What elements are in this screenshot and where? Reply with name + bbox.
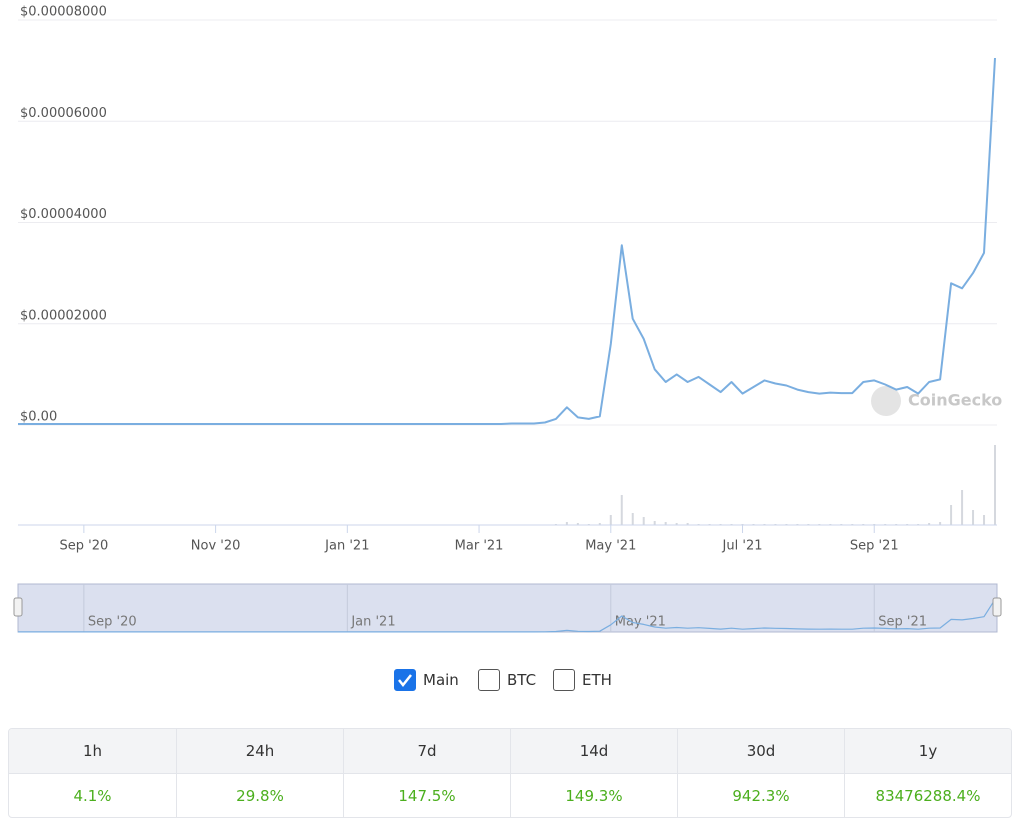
x-tick-label: Jul '21 xyxy=(722,539,763,554)
navigator xyxy=(17,583,998,633)
toggle[interactable]: Main xyxy=(394,669,459,691)
toggle-label: Main xyxy=(423,671,459,689)
table-cell: 4.1% xyxy=(73,786,112,805)
volume-bar xyxy=(983,515,986,525)
change-table: 1h 24h 7d 14d 30d 1y 4.1% 29.8% 147.5% 149.3% 942.… xyxy=(8,728,1012,818)
x-tick-label: Nov '20 xyxy=(191,539,241,554)
navigator-handle[interactable] xyxy=(992,597,1002,617)
toggle[interactable]: BTC xyxy=(478,669,536,691)
x-tick-label: May '21 xyxy=(585,539,636,554)
volume-bar xyxy=(609,515,612,525)
watermark-logo xyxy=(871,386,901,416)
chart: $0.00 $0.00002000 $0.00004000 $0.00006000 $0… xyxy=(13,5,1002,633)
volume-bar xyxy=(631,513,634,525)
volume-bar xyxy=(994,445,996,525)
checkbox[interactable] xyxy=(553,669,575,691)
y-tick-label: $0.00004000 xyxy=(20,207,107,222)
volume-bar xyxy=(928,523,931,525)
navigator-handle[interactable] xyxy=(13,597,23,617)
toggle[interactable]: ETH xyxy=(553,669,612,691)
volume-bar xyxy=(939,522,942,525)
y-tick-label: $0.00008000 xyxy=(20,5,107,20)
volume-bar xyxy=(972,510,975,525)
table-header: 1h xyxy=(9,729,176,774)
table-header: 7d xyxy=(343,729,510,774)
toggle-label: BTC xyxy=(507,671,537,689)
volume-bar xyxy=(950,505,953,525)
price-line xyxy=(18,57,996,425)
table-header: 30d xyxy=(677,729,844,774)
table-cell: 83476288.4% xyxy=(844,774,1011,817)
y-tick-label: $0.00 xyxy=(20,410,57,425)
toggle-label: ETH xyxy=(582,671,612,689)
navigator-label: Sep '20 xyxy=(88,615,137,630)
volume-bar xyxy=(620,495,623,525)
navigator-label: May '21 xyxy=(615,615,666,630)
table-header: 1y xyxy=(844,729,1011,774)
volume-bar xyxy=(961,490,964,525)
navigator-label: Sep '21 xyxy=(878,615,927,630)
navigator-line xyxy=(18,599,996,633)
x-tick-label: Sep '21 xyxy=(850,539,899,554)
x-tick-label: Jan '21 xyxy=(324,539,369,554)
table-cell: 147.5% xyxy=(343,774,510,817)
table-cell: 149.3% xyxy=(510,774,677,817)
volume-bar xyxy=(664,522,667,525)
y-tick-label: $0.00006000 xyxy=(20,106,107,121)
table-cell: 942.3% xyxy=(677,774,844,817)
volume-bar xyxy=(686,523,689,525)
check-mark xyxy=(398,674,412,688)
volume-bar xyxy=(576,523,579,525)
x-tick-label: Sep '20 xyxy=(59,539,108,554)
x-tick-label: Mar '21 xyxy=(455,539,504,554)
volume-bar xyxy=(598,523,601,525)
volume-bar xyxy=(642,517,645,525)
volume-bar xyxy=(653,521,656,525)
watermark: CoinGecko xyxy=(908,391,1002,410)
volume-bar xyxy=(675,523,678,525)
table-cell: 29.8% xyxy=(176,774,343,817)
checkbox[interactable] xyxy=(394,669,416,691)
navigator-label: Jan '21 xyxy=(350,615,395,630)
table-header: 24h xyxy=(176,729,343,774)
volume-bar xyxy=(565,522,568,525)
checkbox[interactable] xyxy=(478,669,500,691)
table-header: 14d xyxy=(510,729,677,774)
y-tick-label: $0.00002000 xyxy=(20,308,107,323)
